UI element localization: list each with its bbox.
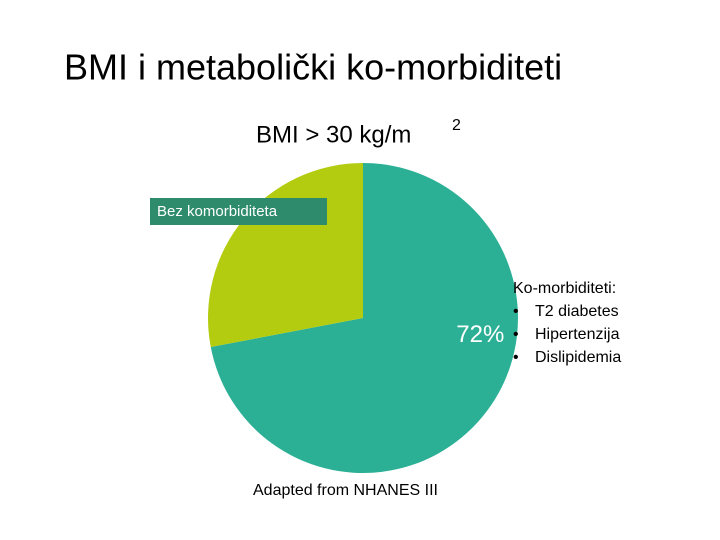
title: BMI i metabolički ko-morbiditeti bbox=[64, 47, 562, 88]
value-label: 72% bbox=[456, 321, 504, 348]
comorbidity: Hipertenzija bbox=[535, 326, 620, 343]
bullet: • bbox=[513, 326, 519, 343]
comorbidity: Dislipidemia bbox=[535, 349, 621, 366]
slice-name: Ko-morbiditeti: bbox=[513, 280, 616, 297]
source-note: Adapted from NHANES III bbox=[253, 482, 438, 499]
subtitle-superscript: 2 bbox=[452, 117, 461, 134]
comorbidity: T2 diabetes bbox=[535, 303, 619, 320]
pie-slice bbox=[210, 163, 518, 473]
bullet: • bbox=[513, 349, 519, 366]
bullet: • bbox=[513, 303, 519, 320]
bullet-list: • T2 diabetes • Hipertenzija • Dislipidemia bbox=[513, 303, 621, 366]
slice-name: Bez komorbiditeta bbox=[157, 203, 278, 220]
label-box bbox=[150, 198, 327, 225]
pie-slice bbox=[208, 163, 363, 348]
subtitle: BMI > 30 kg/m bbox=[256, 121, 411, 148]
